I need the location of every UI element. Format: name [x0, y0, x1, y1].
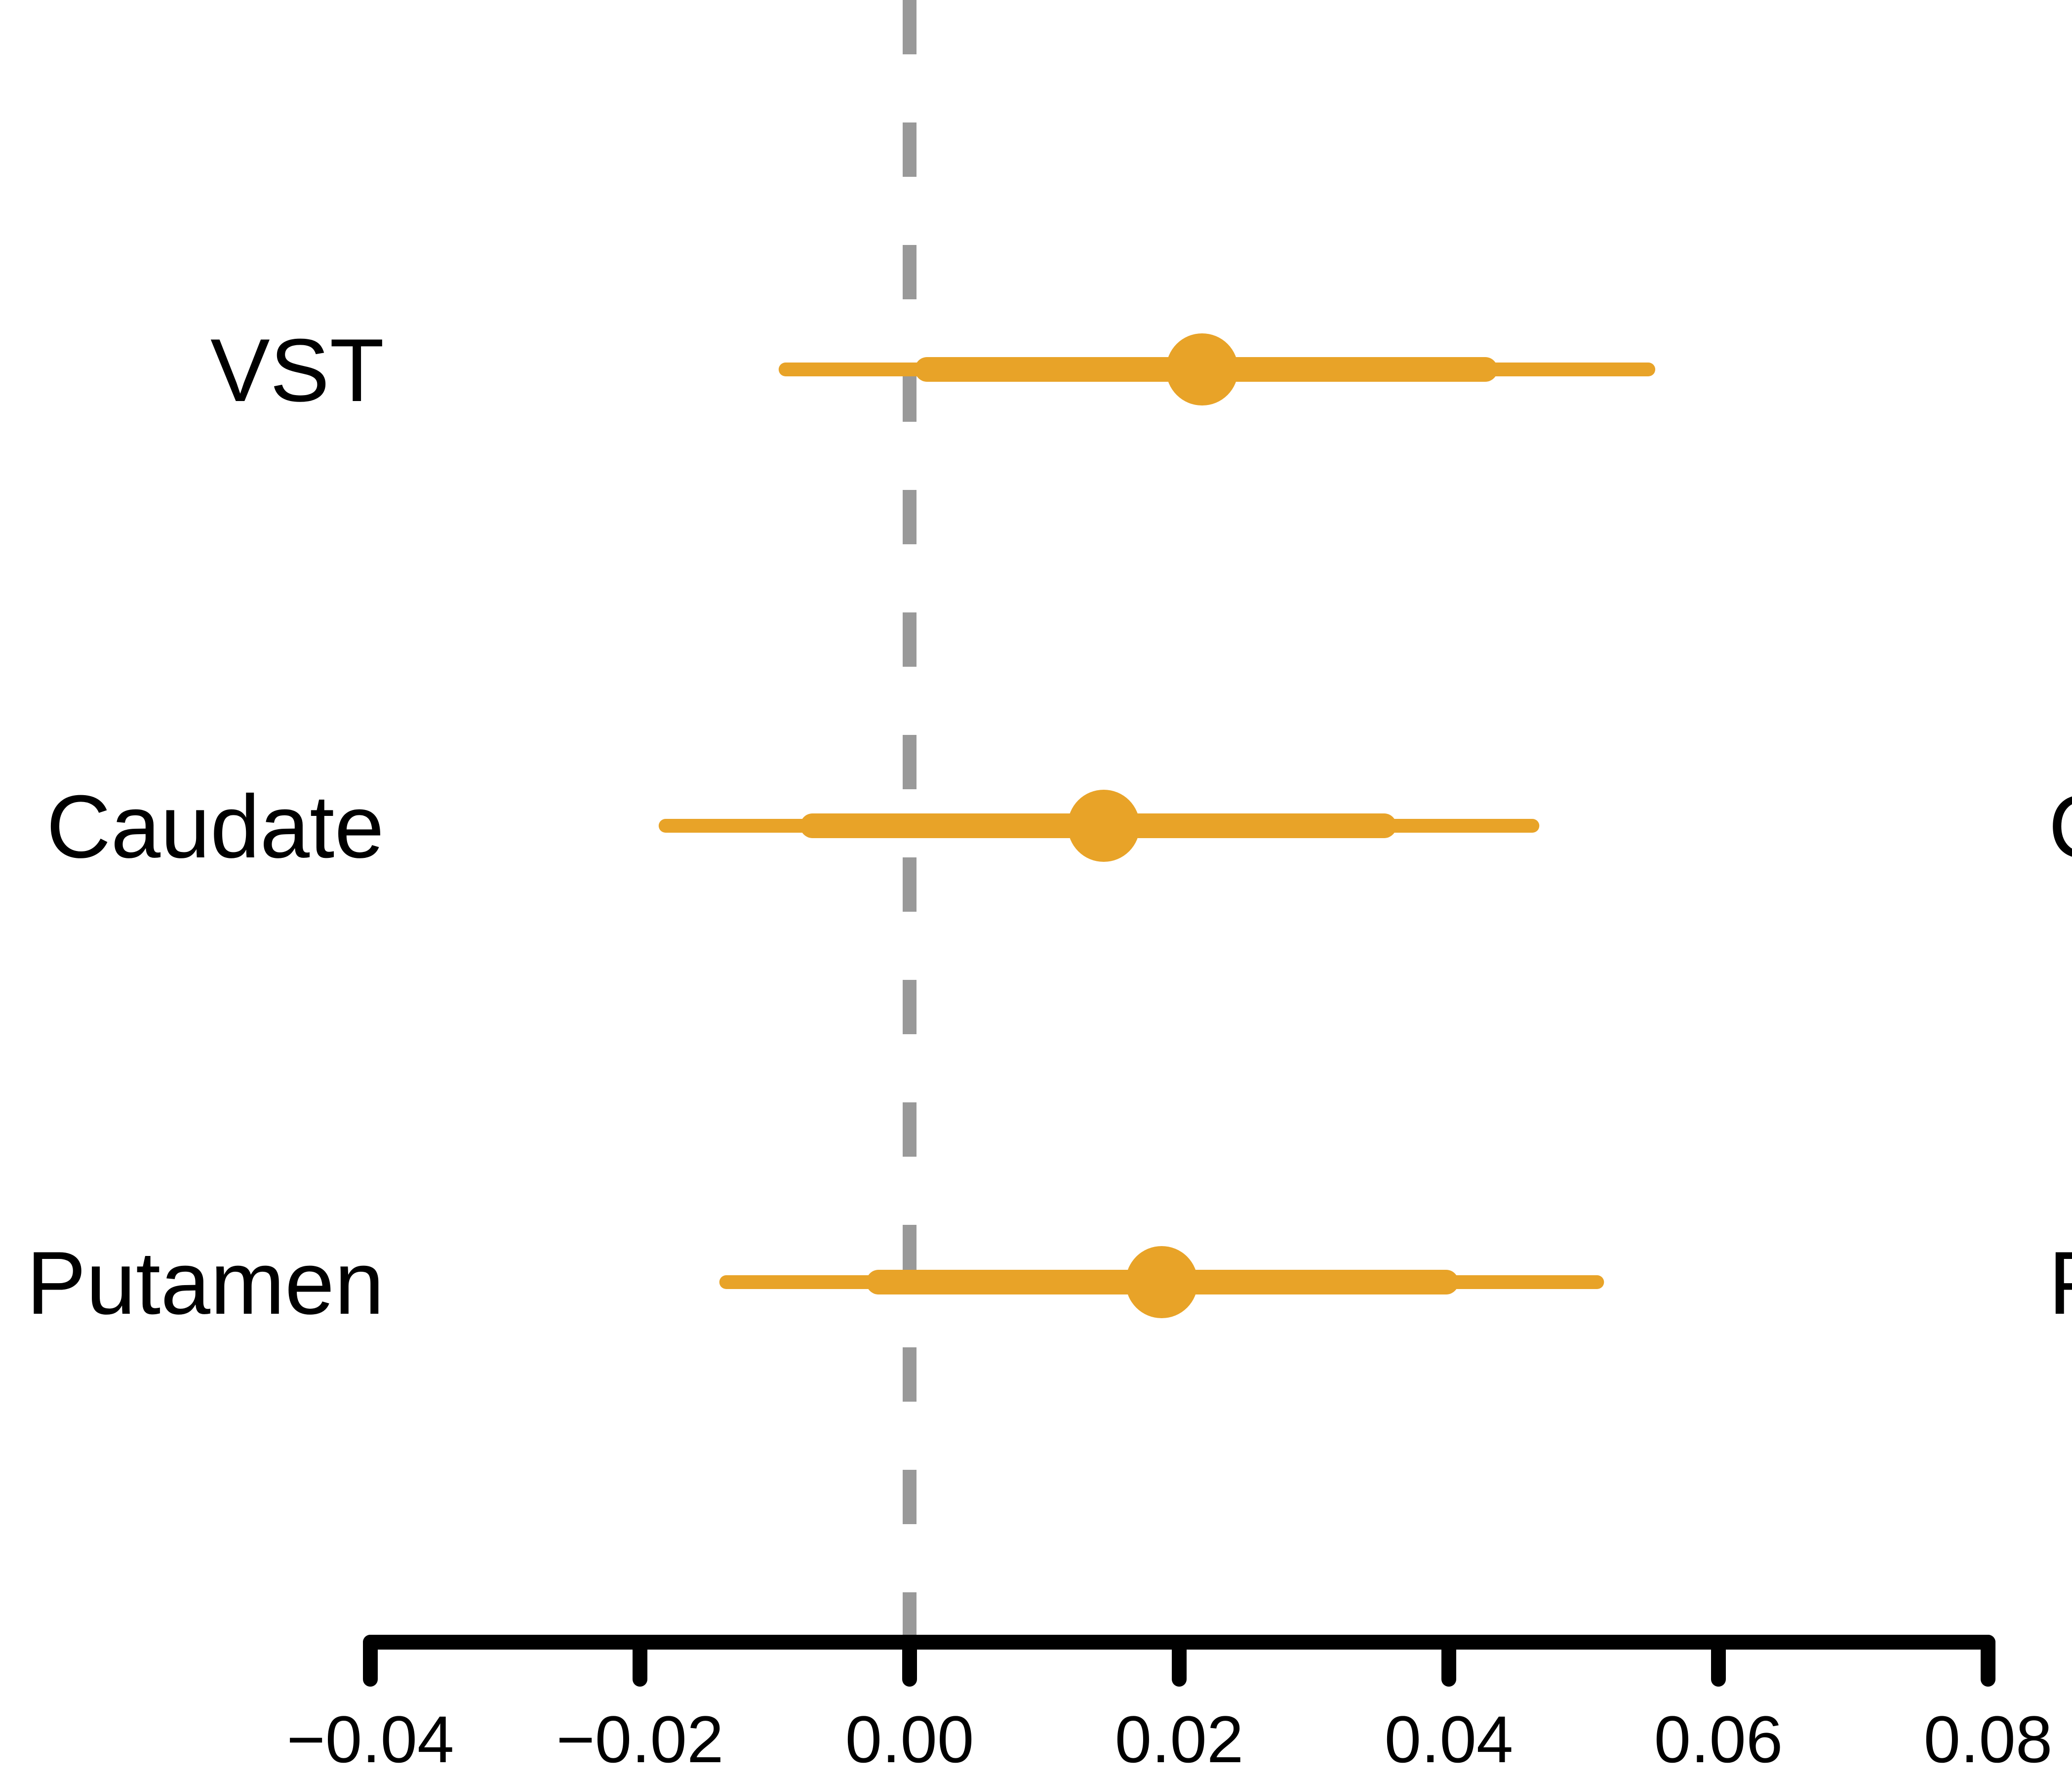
point-estimate	[1125, 1246, 1198, 1318]
x-tick-label: −0.04	[286, 1703, 454, 1777]
partial-row-label: P	[2048, 1233, 2072, 1333]
forest-row: VST	[210, 321, 1656, 420]
x-tick-label: −0.02	[556, 1703, 723, 1777]
x-tick-label: 0.06	[1654, 1703, 1783, 1777]
x-tick-label: 0.08	[1924, 1703, 2053, 1777]
partial-right-labels: CP	[2048, 777, 2072, 1333]
partial-row-label: C	[2048, 777, 2072, 877]
forest-rows: VST Caudate Putamen	[27, 321, 1656, 1333]
x-tick-label: 0.02	[1115, 1703, 1244, 1777]
x-tick-label: 0.04	[1385, 1703, 1514, 1777]
forest-row: Caudate	[46, 777, 1540, 877]
point-estimate	[1068, 790, 1140, 862]
row-label: VST	[210, 321, 384, 420]
row-label: Caudate	[46, 777, 384, 877]
row-label: Putamen	[27, 1233, 384, 1333]
x-tick-label: 0.00	[845, 1703, 974, 1777]
point-estimate	[1166, 333, 1238, 405]
forest-row: Putamen	[27, 1233, 1604, 1333]
x-axis: −0.04 −0.02 0.00 0.02 0.04 0.06 0.08	[286, 1635, 2053, 1777]
